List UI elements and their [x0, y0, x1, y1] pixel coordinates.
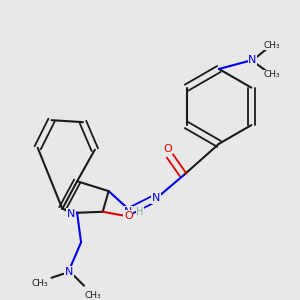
Text: N: N	[152, 193, 160, 203]
Text: CH₃: CH₃	[32, 279, 48, 288]
Text: N: N	[248, 55, 256, 65]
Text: CH₃: CH₃	[264, 70, 280, 80]
Text: H: H	[136, 207, 144, 217]
Text: O: O	[164, 144, 172, 154]
Text: N: N	[124, 207, 133, 217]
Text: O: O	[124, 211, 133, 221]
Text: N: N	[67, 209, 75, 219]
Text: N: N	[65, 267, 74, 277]
Text: CH₃: CH₃	[85, 291, 101, 300]
Text: CH₃: CH₃	[264, 41, 280, 50]
